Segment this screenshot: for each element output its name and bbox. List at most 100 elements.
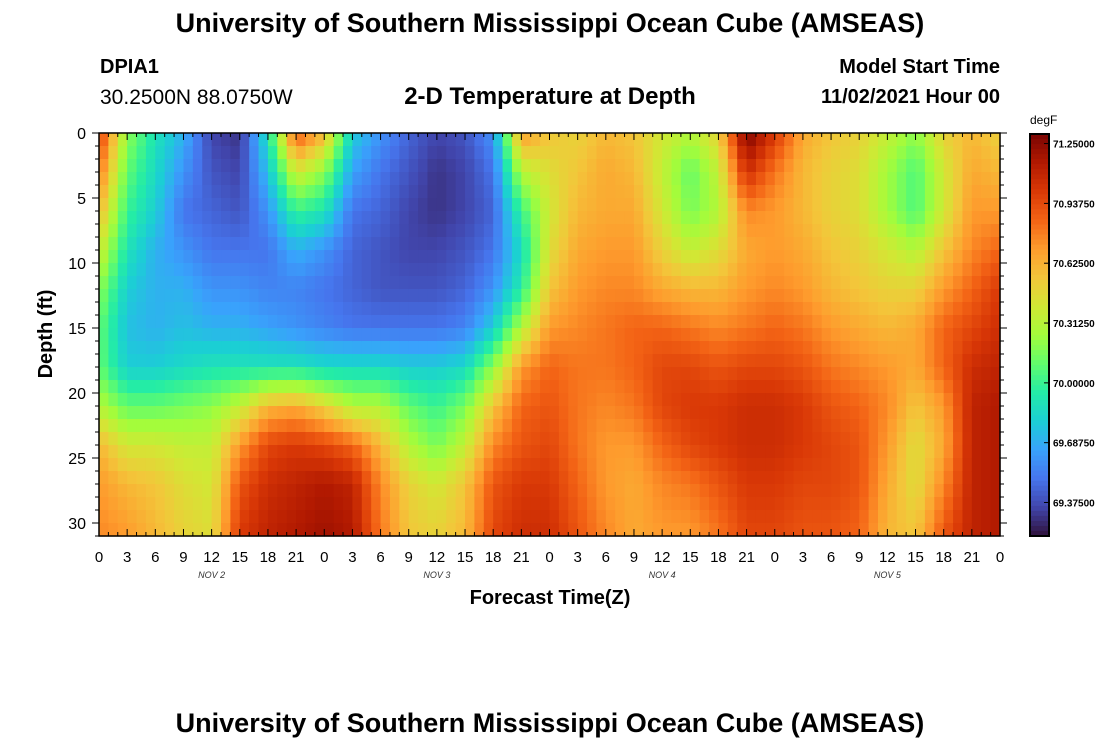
heatmap-cell (990, 367, 1001, 381)
heatmap-cell (755, 198, 766, 212)
heatmap-cell (727, 289, 738, 303)
heatmap-cell (915, 419, 926, 433)
heatmap-cell (558, 458, 569, 472)
heatmap-cell (934, 471, 945, 485)
colorbar-segment (1030, 189, 1049, 195)
heatmap-cell (633, 419, 644, 433)
heatmap-cell (596, 432, 607, 446)
heatmap-cell (502, 406, 513, 420)
heatmap-cell (296, 172, 307, 186)
heatmap-cell (887, 211, 898, 225)
heatmap-cell (333, 393, 344, 407)
heatmap-cell (633, 315, 644, 329)
heatmap-cell (127, 289, 138, 303)
heatmap-cell (455, 146, 466, 160)
heatmap-cell (643, 471, 654, 485)
heatmap-cell (577, 432, 588, 446)
heatmap-cell (784, 302, 795, 316)
heatmap-cell (859, 302, 870, 316)
heatmap-cell (615, 315, 626, 329)
heatmap-cell (530, 250, 541, 264)
heatmap-cell (699, 341, 710, 355)
heatmap-cell (511, 146, 522, 160)
heatmap-cell (849, 263, 860, 277)
heatmap-cell (117, 445, 128, 459)
heatmap-cell (558, 354, 569, 368)
heatmap-cell (765, 237, 776, 251)
heatmap-cell (755, 341, 766, 355)
heatmap-cell (352, 133, 363, 147)
heatmap-cell (174, 497, 185, 511)
heatmap-cell (793, 367, 804, 381)
heatmap-cell (690, 328, 701, 342)
colorbar-segment (1030, 259, 1049, 266)
colorbar-segment (1030, 144, 1049, 150)
heatmap-cell (887, 263, 898, 277)
heatmap-cell (174, 458, 185, 472)
heatmap-cell (615, 289, 626, 303)
heatmap-cell (483, 445, 494, 459)
heatmap-cell (446, 471, 457, 485)
heatmap-cell (361, 263, 372, 277)
plot-title: 2-D Temperature at Depth (404, 83, 696, 110)
heatmap-cell (868, 393, 879, 407)
heatmap-cell (183, 406, 194, 420)
heatmap-cell (577, 471, 588, 485)
heatmap-cell (784, 380, 795, 394)
heatmap-cell (155, 328, 166, 342)
heatmap-cell (333, 302, 344, 316)
heatmap-cell (446, 315, 457, 329)
heatmap-cell (427, 211, 438, 225)
heatmap-cell (633, 510, 644, 524)
heatmap-cell (831, 237, 842, 251)
heatmap-cell (136, 393, 147, 407)
heatmap-cell (568, 471, 579, 485)
heatmap-cell (924, 289, 935, 303)
heatmap-cell (371, 406, 382, 420)
heatmap-cell (314, 198, 325, 212)
heatmap-cell (680, 302, 691, 316)
heatmap-cell (493, 302, 504, 316)
heatmap-cell (840, 523, 851, 537)
heatmap-cell (690, 497, 701, 511)
heatmap-cell (812, 354, 823, 368)
heatmap-cell (765, 224, 776, 238)
heatmap-cell (605, 250, 616, 264)
heatmap-cell (389, 419, 400, 433)
heatmap-cell (540, 510, 551, 524)
heatmap-cell (230, 276, 241, 290)
heatmap-cell (990, 445, 1001, 459)
heatmap-cell (493, 146, 504, 160)
heatmap-cell (493, 432, 504, 446)
heatmap-cell (868, 315, 879, 329)
heatmap-cell (718, 341, 729, 355)
heatmap-cell (446, 497, 457, 511)
heatmap-cell (202, 302, 213, 316)
heatmap-cell (174, 315, 185, 329)
heatmap-cell (943, 328, 954, 342)
heatmap-cell (568, 211, 579, 225)
heatmap-cell (296, 380, 307, 394)
heatmap-cell (183, 276, 194, 290)
heatmap-cell (211, 198, 222, 212)
heatmap-cell (211, 406, 222, 420)
heatmap-cell (690, 510, 701, 524)
heatmap-cell (389, 367, 400, 381)
heatmap-cell (221, 406, 231, 420)
heatmap-cell (962, 510, 973, 524)
heatmap-cell (774, 302, 785, 316)
heatmap-cell (343, 380, 354, 394)
heatmap-cell (192, 133, 203, 147)
heatmap-cell (408, 172, 419, 186)
heatmap-cell (934, 237, 945, 251)
heatmap-cell (924, 185, 935, 199)
heatmap-cell (699, 354, 710, 368)
heatmap-cell (465, 133, 476, 147)
heatmap-cell (436, 367, 447, 381)
heatmap-cell (924, 484, 935, 498)
heatmap-cell (314, 133, 325, 147)
heatmap-cell (727, 341, 738, 355)
heatmap-cell (267, 133, 278, 147)
heatmap-cell (755, 146, 766, 160)
heatmap-cell (408, 380, 419, 394)
